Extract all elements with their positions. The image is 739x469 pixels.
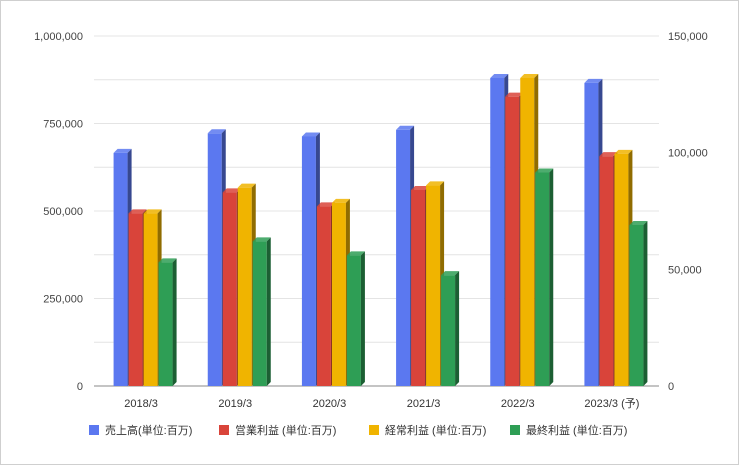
bar-top-face <box>505 92 524 97</box>
bar-top-face <box>143 209 162 214</box>
bar-top-face <box>599 152 618 157</box>
bar-4-2 <box>252 241 267 386</box>
bar-3-3 <box>331 202 346 386</box>
y-left-tick-label: 250,000 <box>43 294 83 306</box>
y-left-tick-label: 500,000 <box>43 206 83 218</box>
legend-swatch-4 <box>510 425 520 435</box>
y-left-tick-label: 1,000,000 <box>34 31 83 43</box>
bar-top-face <box>520 74 539 78</box>
bar-side-face <box>643 221 648 386</box>
y-left-tick-label: 750,000 <box>43 119 83 131</box>
bar-4-3 <box>346 255 361 386</box>
legend-label-3: 経常利益 (単位:百万) <box>385 423 486 437</box>
y-right-tick-label: 150,000 <box>668 31 708 43</box>
bar-top-face <box>331 198 350 203</box>
y-right-tick-label: 100,000 <box>668 148 708 160</box>
bar-3-5 <box>520 78 535 386</box>
bar-4-1 <box>158 262 173 386</box>
y-right-tick-label: 0 <box>668 381 674 393</box>
bar-top-face <box>222 188 241 193</box>
y-left-tick-label: 0 <box>77 381 83 393</box>
x-tick-label: 2021/3 <box>407 398 441 410</box>
bar-top-face <box>252 237 271 242</box>
legend-label-4: 最終利益 (単位:百万) <box>526 423 627 437</box>
bar-2-1 <box>128 213 143 386</box>
bar-2-4 <box>411 190 426 386</box>
bar-top-face <box>207 129 226 134</box>
bar-2-3 <box>316 206 331 386</box>
bar-top-face <box>113 148 132 153</box>
bar-2-6 <box>599 156 614 386</box>
x-tick-label: 2020/3 <box>313 398 347 410</box>
bar-3-6 <box>614 153 629 386</box>
x-tick-label: 2019/3 <box>218 398 252 410</box>
bar-top-face <box>316 202 335 207</box>
bar-top-face <box>426 181 445 186</box>
bar-3-4 <box>426 185 441 386</box>
bar-1-3 <box>301 136 316 386</box>
x-tick-label: 2022/3 <box>501 398 535 410</box>
bar-4-6 <box>629 225 644 386</box>
bar-top-face <box>128 209 147 214</box>
legend-swatch-1 <box>89 425 99 435</box>
bar-1-6 <box>584 82 599 387</box>
bar-top-face <box>614 149 633 154</box>
bar-1-1 <box>113 152 128 386</box>
legend-label-2: 営業利益 (単位:百万) <box>235 423 336 437</box>
bar-top-face <box>411 186 430 190</box>
bar-side-face <box>455 271 460 386</box>
legend-swatch-3 <box>369 425 379 435</box>
bar-top-face <box>396 125 415 130</box>
bar-3-1 <box>143 213 158 386</box>
bar-top-face <box>535 168 554 173</box>
bar-4-4 <box>441 275 456 386</box>
bar-side-face <box>172 258 177 386</box>
bar-2-5 <box>505 96 520 387</box>
bar-side-face <box>266 237 271 386</box>
bar-top-face <box>629 221 648 225</box>
x-tick-label: 2018/3 <box>124 398 158 410</box>
bar-2-2 <box>222 192 237 386</box>
x-tick-label: 2023/3 (予) <box>584 397 639 410</box>
bar-1-5 <box>490 78 505 386</box>
legend-label-1: 売上高(単位:百万) <box>105 423 192 437</box>
bar-side-face <box>549 168 554 386</box>
legend-swatch-2 <box>219 425 229 435</box>
bar-top-face <box>346 251 365 256</box>
bar-top-face <box>301 132 320 137</box>
bar-1-4 <box>396 129 411 387</box>
bar-top-face <box>441 271 460 276</box>
bar-4-5 <box>535 172 550 386</box>
bar-top-face <box>584 78 603 83</box>
bar-1-2 <box>207 133 222 386</box>
bar-top-face <box>490 74 509 78</box>
y-right-tick-label: 50,000 <box>668 264 702 276</box>
bar-top-face <box>237 183 256 188</box>
bar-side-face <box>360 251 365 386</box>
bar-top-face <box>158 258 177 263</box>
bar-3-2 <box>237 187 252 386</box>
